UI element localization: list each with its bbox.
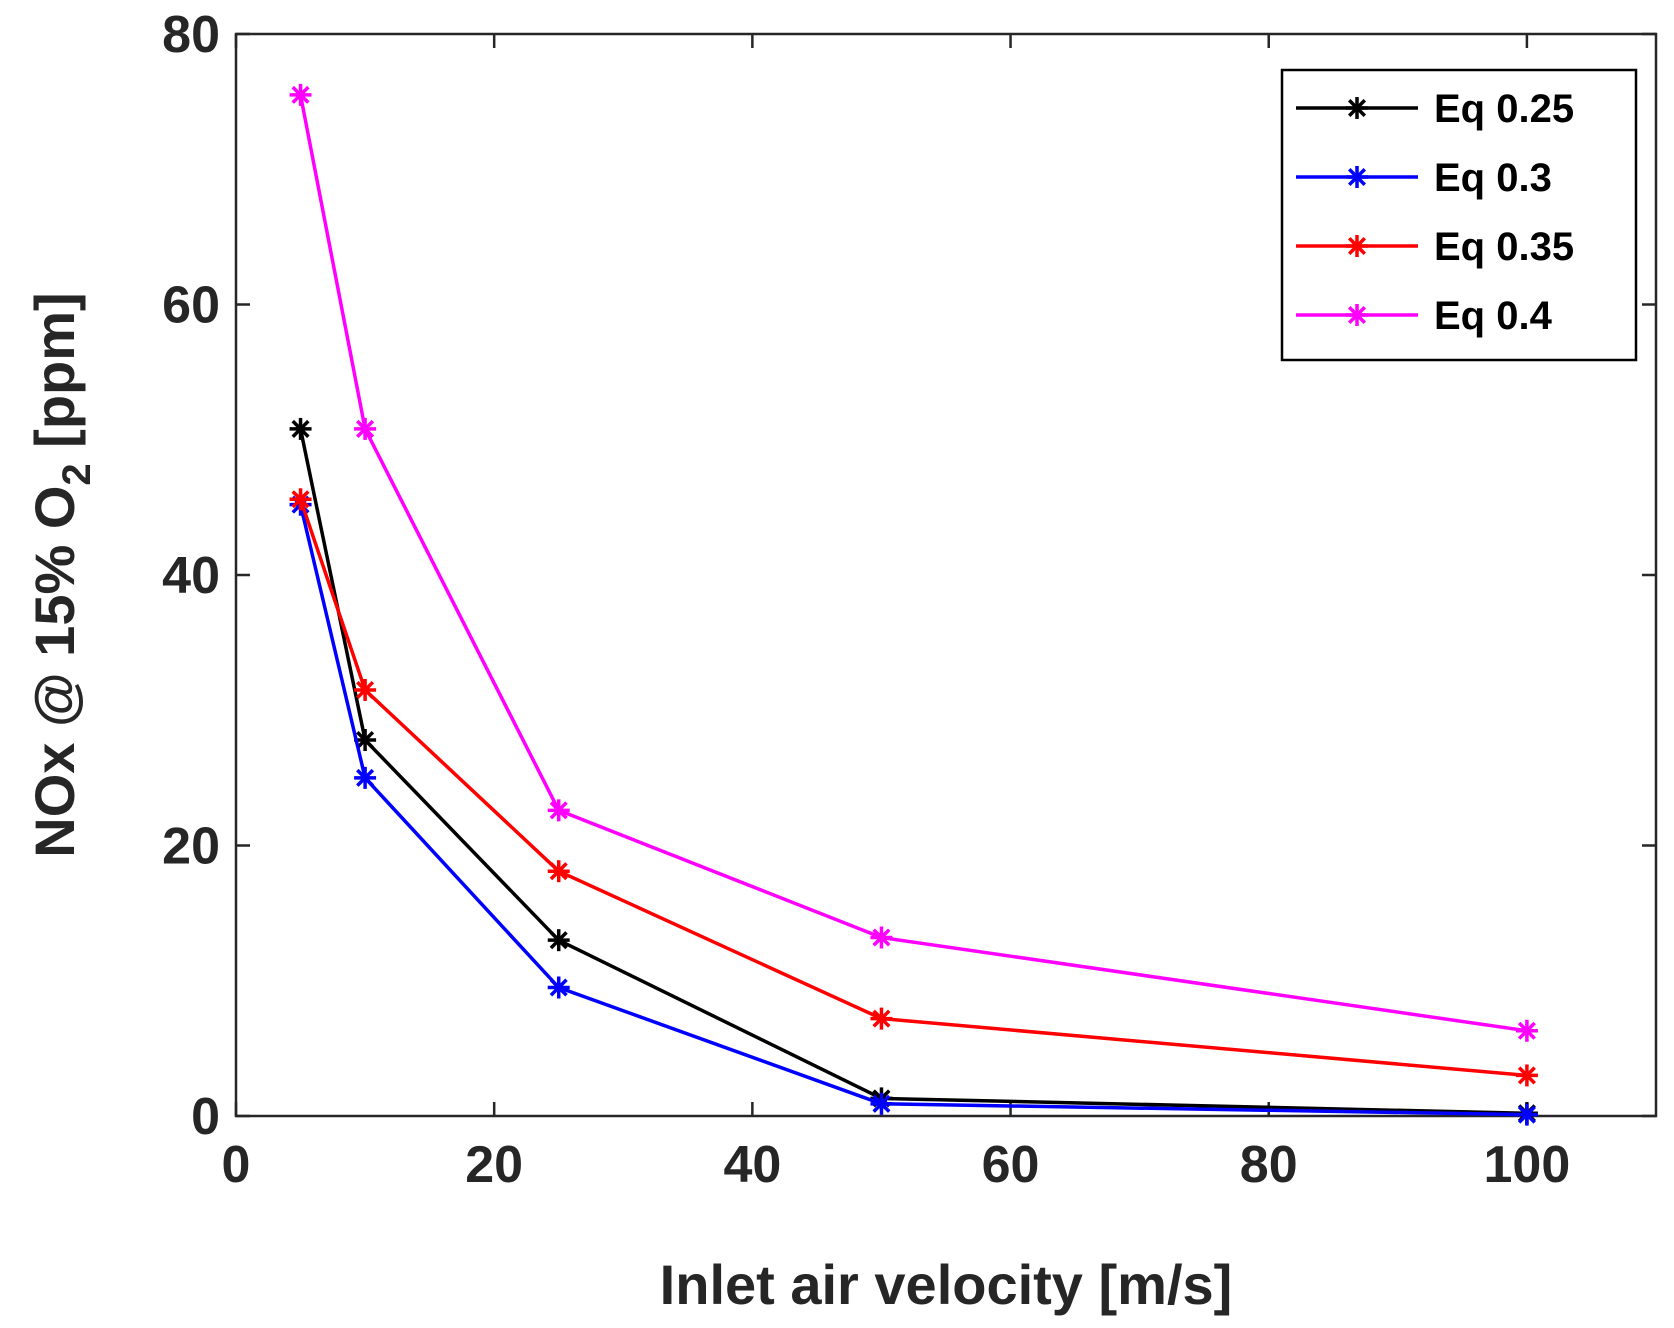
series-3: [289, 488, 1538, 1087]
y-axis-label-main: NOx @ 15% O: [23, 486, 86, 858]
marker-stroke: [549, 801, 568, 820]
x-tick-label: 100: [1484, 1136, 1571, 1194]
marker-stroke: [872, 1009, 891, 1028]
y-tick-label: 80: [162, 6, 220, 64]
legend-marker: [1346, 304, 1368, 326]
series-4: [289, 83, 1538, 1042]
marker-stroke: [872, 928, 891, 947]
marker-stroke: [1517, 1105, 1536, 1124]
data-point: [354, 729, 377, 752]
y-tick-label: 0: [191, 1088, 220, 1146]
data-point: [289, 488, 312, 511]
data-point: [547, 929, 570, 952]
marker-stroke: [872, 1094, 891, 1113]
marker-stroke: [1347, 236, 1367, 256]
legend-entry: Eq 0.25: [1296, 87, 1574, 131]
data-point: [354, 417, 377, 440]
y-tick-label: 60: [162, 277, 220, 335]
y-axis-label-unit: [ppm]: [23, 292, 86, 463]
legend-entry: Eq 0.35: [1296, 225, 1574, 269]
marker-stroke: [1517, 1066, 1536, 1085]
y-axis-label-subscript: 2: [55, 463, 99, 485]
data-point: [354, 678, 377, 701]
y-axis-label: NOx @ 15% O2 [ppm]: [23, 292, 99, 857]
marker-stroke: [356, 680, 375, 699]
marker-stroke: [356, 730, 375, 750]
legend-label: Eq 0.35: [1434, 225, 1574, 269]
marker-stroke: [1347, 305, 1367, 325]
marker-stroke: [1347, 98, 1367, 118]
x-axis-label: Inlet air velocity [m/s]: [660, 1253, 1233, 1316]
data-point: [354, 766, 377, 789]
axis-ticks: 0 20 40 60 80 100 0 20 40 60 80: [162, 6, 1656, 1194]
legend-marker: [1346, 235, 1368, 257]
x-tick-label: 40: [723, 1136, 781, 1194]
data-point: [547, 860, 570, 883]
data-point: [1515, 1064, 1538, 1087]
legend-marker: [1346, 166, 1368, 188]
y-axis-label-text: NOx @ 15% O2 [ppm]: [23, 292, 99, 857]
marker-stroke: [549, 931, 568, 950]
y-tick-label: 20: [162, 818, 220, 876]
marker-stroke: [549, 978, 568, 997]
x-tick-label: 60: [982, 1136, 1040, 1194]
marker-stroke: [291, 490, 310, 509]
legend-label: Eq 0.25: [1434, 87, 1574, 131]
marker-stroke: [291, 85, 310, 104]
legend-entry: Eq 0.3: [1296, 156, 1552, 200]
legend-entries: Eq 0.25 Eq 0.3 Eq 0.35 Eq 0.4: [1296, 87, 1574, 338]
data-point: [870, 926, 893, 949]
data-point: [870, 1007, 893, 1030]
data-point: [289, 417, 312, 440]
marker-stroke: [356, 419, 375, 438]
x-tick-label: 20: [465, 1136, 523, 1194]
legend-entry: Eq 0.4: [1296, 294, 1553, 338]
data-point: [547, 799, 570, 822]
marker-stroke: [1347, 167, 1367, 187]
data-point: [547, 976, 570, 999]
marker-stroke: [356, 768, 375, 787]
data-series: [289, 83, 1538, 1126]
data-point: [289, 83, 312, 106]
x-tick-label: 80: [1240, 1136, 1298, 1194]
x-tick-label: 0: [222, 1136, 251, 1194]
legend-box: [1280, 68, 1638, 362]
marker-stroke: [1517, 1021, 1536, 1040]
data-point: [1515, 1103, 1538, 1126]
marker-stroke: [549, 862, 568, 881]
legend-marker: [1346, 97, 1368, 119]
y-tick-label: 40: [162, 547, 220, 605]
legend-label: Eq 0.3: [1434, 156, 1552, 200]
data-point: [870, 1092, 893, 1115]
legend: Eq 0.25 Eq 0.3 Eq 0.35 Eq 0.4: [1280, 68, 1638, 362]
marker-stroke: [291, 419, 310, 438]
legend-label: Eq 0.4: [1434, 294, 1553, 338]
data-point: [1515, 1019, 1538, 1042]
